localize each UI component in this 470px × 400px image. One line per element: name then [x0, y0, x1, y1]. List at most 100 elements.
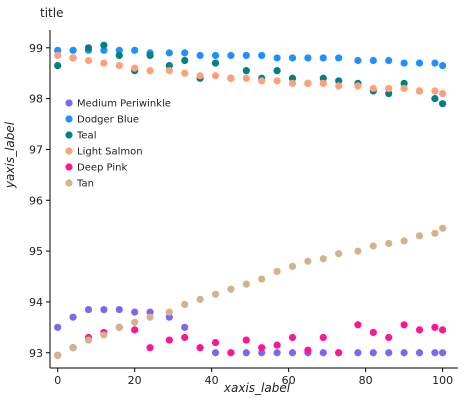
data-point-light-salmon [54, 51, 62, 60]
data-point-tan [69, 344, 77, 352]
legend-label-teal: Teal [76, 131, 96, 142]
data-point-deep-pink [131, 326, 139, 334]
legend-label-dodger-blue: Dodger Blue [77, 115, 139, 126]
x-tick-label: 40 [205, 374, 219, 387]
data-point-deep-pink [242, 336, 250, 344]
data-point-tan [258, 275, 266, 283]
data-point-teal [439, 100, 447, 108]
legend-marker-teal [65, 131, 73, 139]
data-point-medium-periwinkle [115, 305, 123, 314]
data-point-light-salmon [69, 54, 77, 62]
data-point-medium-periwinkle [100, 305, 108, 314]
data-point-teal [335, 77, 343, 85]
data-point-dodger-blue [415, 59, 424, 67]
data-point-dodger-blue [211, 51, 220, 60]
data-point-tan [431, 229, 439, 237]
data-point-light-salmon [211, 72, 220, 80]
data-point-teal [84, 44, 93, 52]
data-point-dodger-blue [242, 51, 250, 60]
data-point-teal [115, 51, 123, 60]
data-point-tan [273, 267, 281, 276]
data-point-tan [288, 262, 297, 270]
data-point-tan [415, 232, 424, 240]
data-point-light-salmon [84, 56, 93, 65]
data-point-tan [439, 224, 447, 232]
data-point-teal [181, 56, 189, 65]
data-point-deep-pink [227, 349, 235, 357]
data-point-tan [304, 257, 312, 265]
data-point-deep-pink [181, 333, 189, 342]
data-point-teal [100, 41, 108, 49]
data-point-dodger-blue [165, 49, 173, 57]
x-tick-label: 100 [432, 374, 453, 387]
data-point-dodger-blue [131, 46, 139, 54]
data-point-deep-pink [415, 326, 424, 334]
data-point-dodger-blue [354, 56, 362, 65]
data-point-deep-pink [304, 346, 312, 354]
data-point-dodger-blue [288, 54, 297, 62]
data-point-tan [131, 318, 139, 326]
data-point-dodger-blue [181, 49, 189, 57]
data-point-teal [385, 89, 393, 98]
data-point-tan [211, 290, 220, 298]
legend-marker-dodger-blue [65, 115, 73, 123]
data-point-deep-pink [369, 328, 377, 337]
data-point-teal [273, 67, 281, 75]
data-point-tan [54, 351, 62, 359]
data-point-light-salmon [354, 82, 362, 90]
data-point-medium-periwinkle [258, 349, 266, 357]
y-tick-label: 94 [29, 296, 43, 309]
data-point-medium-periwinkle [354, 349, 362, 357]
data-point-light-salmon [165, 67, 173, 75]
data-point-light-salmon [146, 67, 154, 75]
data-point-tan [335, 250, 343, 258]
data-point-deep-pink [211, 338, 220, 347]
data-point-tan [354, 247, 362, 255]
data-point-deep-pink [400, 321, 408, 329]
data-point-medium-periwinkle [439, 349, 447, 357]
data-point-deep-pink [196, 344, 204, 352]
data-point-tan [115, 323, 123, 331]
data-point-tan [196, 295, 204, 303]
data-point-teal [431, 95, 439, 103]
legend: Medium Periwinkle Dodger Blue Teal Light Sa… [65, 99, 171, 190]
data-point-teal [54, 61, 62, 70]
data-point-light-salmon [258, 77, 266, 85]
data-point-tan [84, 336, 93, 344]
data-point-dodger-blue [273, 54, 281, 62]
legend-label-tan: Tan [76, 179, 94, 190]
y-tick-label: 97 [29, 143, 43, 156]
legend-label-deep-pink: Deep Pink [77, 163, 127, 174]
data-point-medium-periwinkle [385, 349, 393, 357]
data-point-light-salmon [319, 79, 327, 87]
data-point-tan [165, 308, 173, 316]
y-tick-label: 93 [29, 347, 43, 360]
data-point-deep-pink [146, 344, 154, 352]
data-point-teal [400, 79, 408, 87]
data-point-medium-periwinkle [165, 313, 173, 321]
data-point-dodger-blue [54, 46, 62, 54]
series-dodger-blue [54, 46, 447, 70]
data-point-light-salmon [369, 84, 377, 93]
plot-area [50, 30, 458, 368]
legend-label-medium-periwinkle: Medium Periwinkle [77, 99, 171, 110]
data-point-deep-pink [288, 333, 297, 342]
data-point-dodger-blue [100, 46, 108, 54]
data-point-medium-periwinkle [84, 305, 93, 314]
y-axis-label: yaxis_label [3, 121, 17, 189]
y-axis: 93 94 95 96 97 98 99 [29, 30, 51, 368]
data-point-medium-periwinkle [431, 349, 439, 357]
data-point-tan [385, 239, 393, 248]
data-point-light-salmon [196, 72, 204, 80]
data-point-light-salmon [335, 82, 343, 90]
data-point-light-salmon [400, 84, 408, 93]
data-point-tan [146, 313, 154, 321]
data-point-tan [369, 242, 377, 250]
data-point-dodger-blue [400, 59, 408, 67]
data-point-teal [146, 51, 154, 60]
data-point-dodger-blue [196, 51, 204, 60]
data-point-tan [242, 280, 250, 288]
data-point-medium-periwinkle [319, 349, 327, 357]
data-point-teal [242, 67, 250, 75]
data-point-dodger-blue [439, 61, 447, 70]
